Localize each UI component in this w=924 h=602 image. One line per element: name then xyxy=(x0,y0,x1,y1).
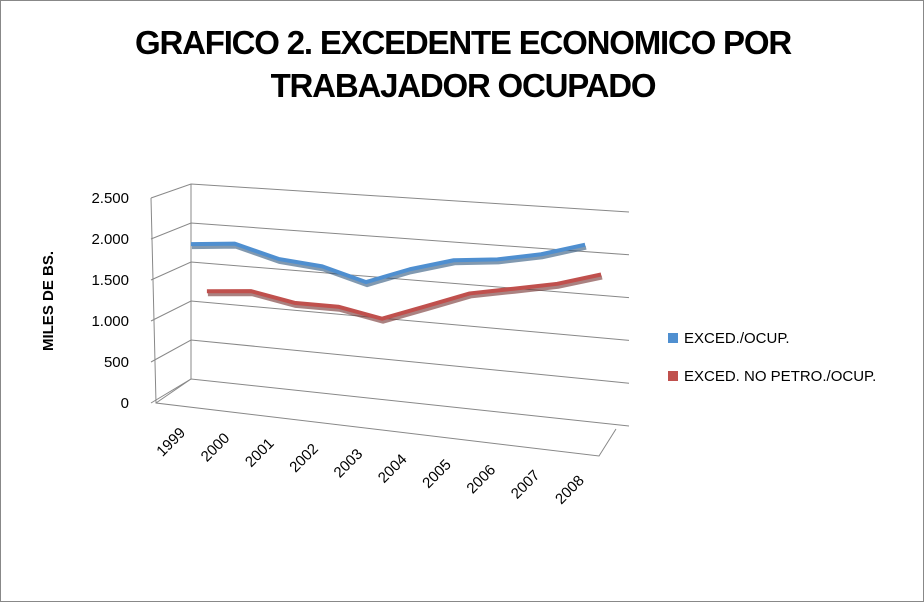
y-axis-label: MILES DE BS. xyxy=(40,251,57,351)
x-tick-label: 2004 xyxy=(375,451,411,487)
series-line xyxy=(206,272,602,321)
x-tick-label: 2003 xyxy=(331,446,367,482)
y-tick-label: 1.500 xyxy=(91,272,129,289)
legend-label: EXCED./OCUP. xyxy=(684,330,790,347)
y-tick-label: 2.000 xyxy=(91,231,129,248)
grid-line xyxy=(150,300,630,341)
chart-title: GRAFICO 2. EXCEDENTE ECONOMICO POR TRABA… xyxy=(135,24,792,104)
line-shadow xyxy=(207,275,603,324)
y-tick-label: 2.500 xyxy=(91,190,129,207)
legend-swatch xyxy=(668,371,678,381)
grid-line xyxy=(150,339,630,384)
grid-line xyxy=(150,183,630,213)
legend-swatch xyxy=(668,333,678,343)
x-tick-label: 2005 xyxy=(419,456,455,492)
legend-label: EXCED. NO PETRO./OCUP. xyxy=(684,368,876,385)
series-line xyxy=(190,241,586,285)
y-tick-label: 500 xyxy=(104,354,129,371)
grid-line xyxy=(150,222,630,256)
x-tick-label: 2008 xyxy=(552,472,588,508)
x-tick-label: 2001 xyxy=(242,435,278,471)
x-tick-label: 1999 xyxy=(153,424,189,460)
x-tick-label: 2006 xyxy=(463,462,499,498)
grid-line xyxy=(150,378,630,427)
axis-frame xyxy=(150,197,617,457)
y-tick-label: 1.000 xyxy=(91,313,129,330)
x-tick-label: 2002 xyxy=(286,440,322,476)
x-tick-label: 2007 xyxy=(508,467,544,503)
line-shadow xyxy=(191,244,587,288)
x-tick-label: 2000 xyxy=(198,430,234,466)
grid-line xyxy=(150,261,630,299)
y-tick-label: 0 xyxy=(121,395,129,412)
